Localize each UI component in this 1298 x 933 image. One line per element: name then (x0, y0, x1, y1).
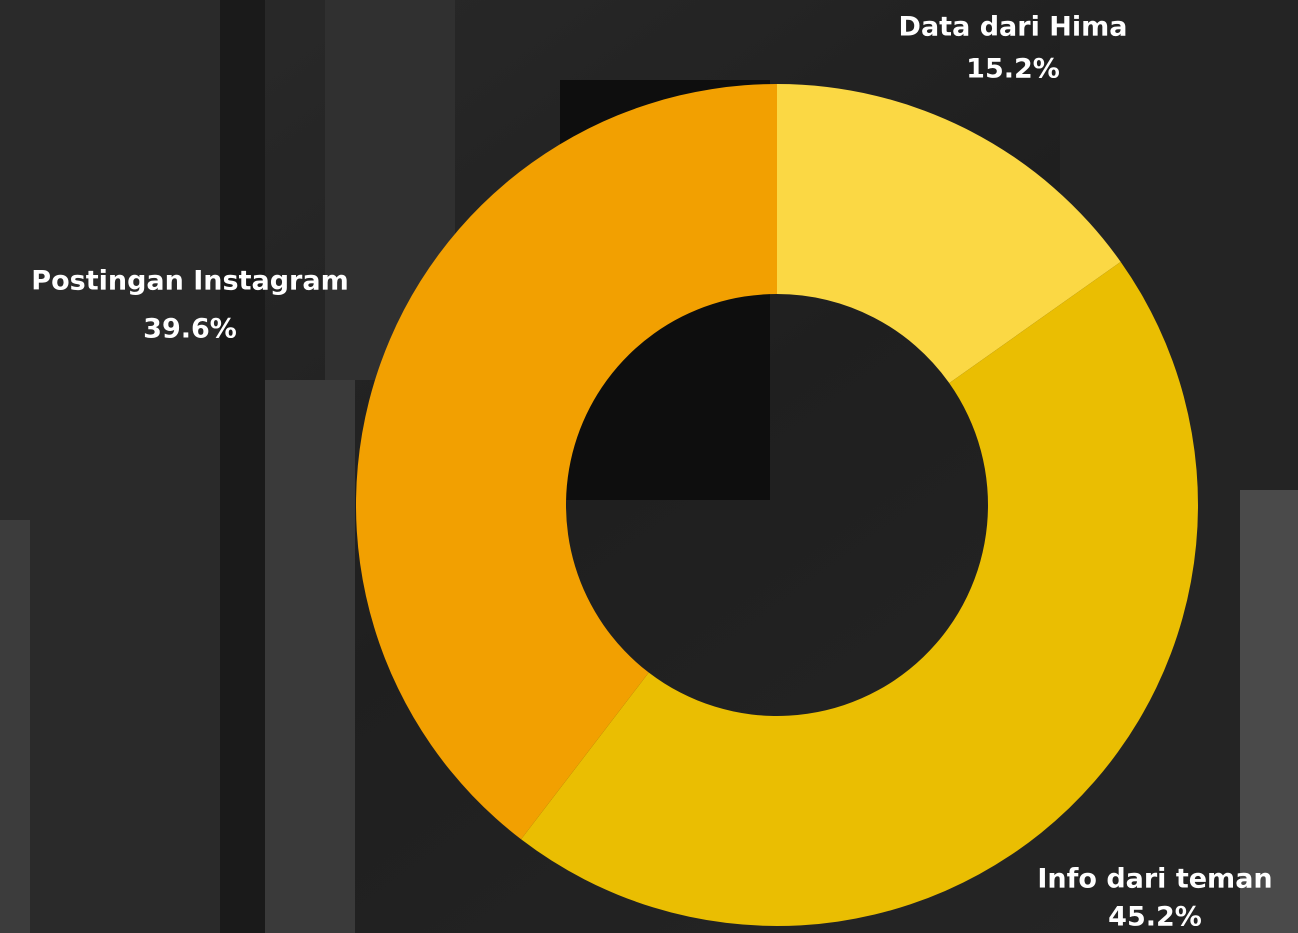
slice-label: Data dari Hima (899, 12, 1128, 43)
slice-label: Postingan Instagram (31, 266, 348, 297)
slice-value-label: 39.6% (143, 314, 237, 345)
donut-slice (521, 261, 1199, 927)
slice-value-label: 45.2% (1108, 902, 1202, 933)
donut-slice (777, 84, 1121, 384)
slice-value-label: 15.2% (966, 54, 1060, 85)
donut-slice (356, 84, 777, 840)
slice-label: Info dari teman (1037, 864, 1272, 895)
donut (356, 84, 1199, 927)
labels: Data dari Hima 15.2% Info dari teman 45.2% P… (31, 12, 1272, 933)
